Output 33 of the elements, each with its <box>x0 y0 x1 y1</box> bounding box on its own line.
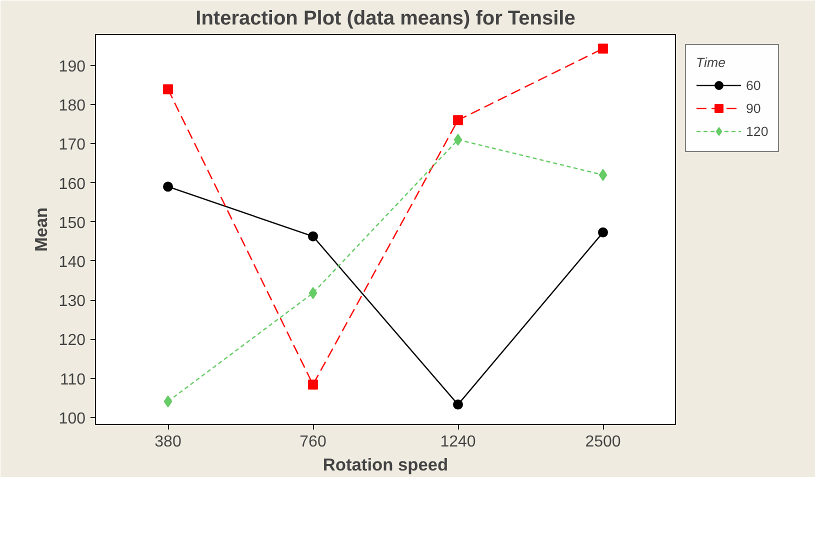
point <box>453 115 463 126</box>
legend-label: 90 <box>746 100 762 116</box>
y-axis-title: Mean <box>30 207 51 252</box>
point <box>598 168 608 181</box>
x-tick-label: 2500 <box>585 434 621 450</box>
point <box>598 227 608 238</box>
point <box>308 287 318 300</box>
point <box>598 44 608 54</box>
x-axis-title: Rotation speed <box>322 454 448 474</box>
y-tick-label: 170 <box>58 136 86 154</box>
y-tick-label: 130 <box>58 293 86 310</box>
y-tick-label: 180 <box>58 98 86 115</box>
y-tick-label: 190 <box>58 58 86 76</box>
legend-label: 60 <box>746 78 762 92</box>
legend-label: 120 <box>746 124 768 138</box>
point <box>163 182 173 192</box>
point <box>308 231 318 242</box>
y-tick-label: 120 <box>58 332 86 350</box>
point <box>163 84 173 94</box>
x-tick-label: 760 <box>300 434 326 450</box>
y-tick-label: 110 <box>60 371 86 388</box>
point <box>453 400 463 410</box>
y-tick-label: 150 <box>58 214 86 232</box>
legend-title: Time <box>696 55 727 70</box>
x-tick-label: 1240 <box>440 434 476 450</box>
y-tick-label: 100 <box>58 410 86 428</box>
point <box>308 380 318 390</box>
y-tick-label: 140 <box>58 254 86 271</box>
point <box>454 134 462 146</box>
y-tick-label: 160 <box>58 176 86 193</box>
point <box>164 395 172 408</box>
chart-title: Interaction Plot (data means) for Tensile <box>196 8 576 30</box>
x-tick-label: 380 <box>154 434 182 450</box>
